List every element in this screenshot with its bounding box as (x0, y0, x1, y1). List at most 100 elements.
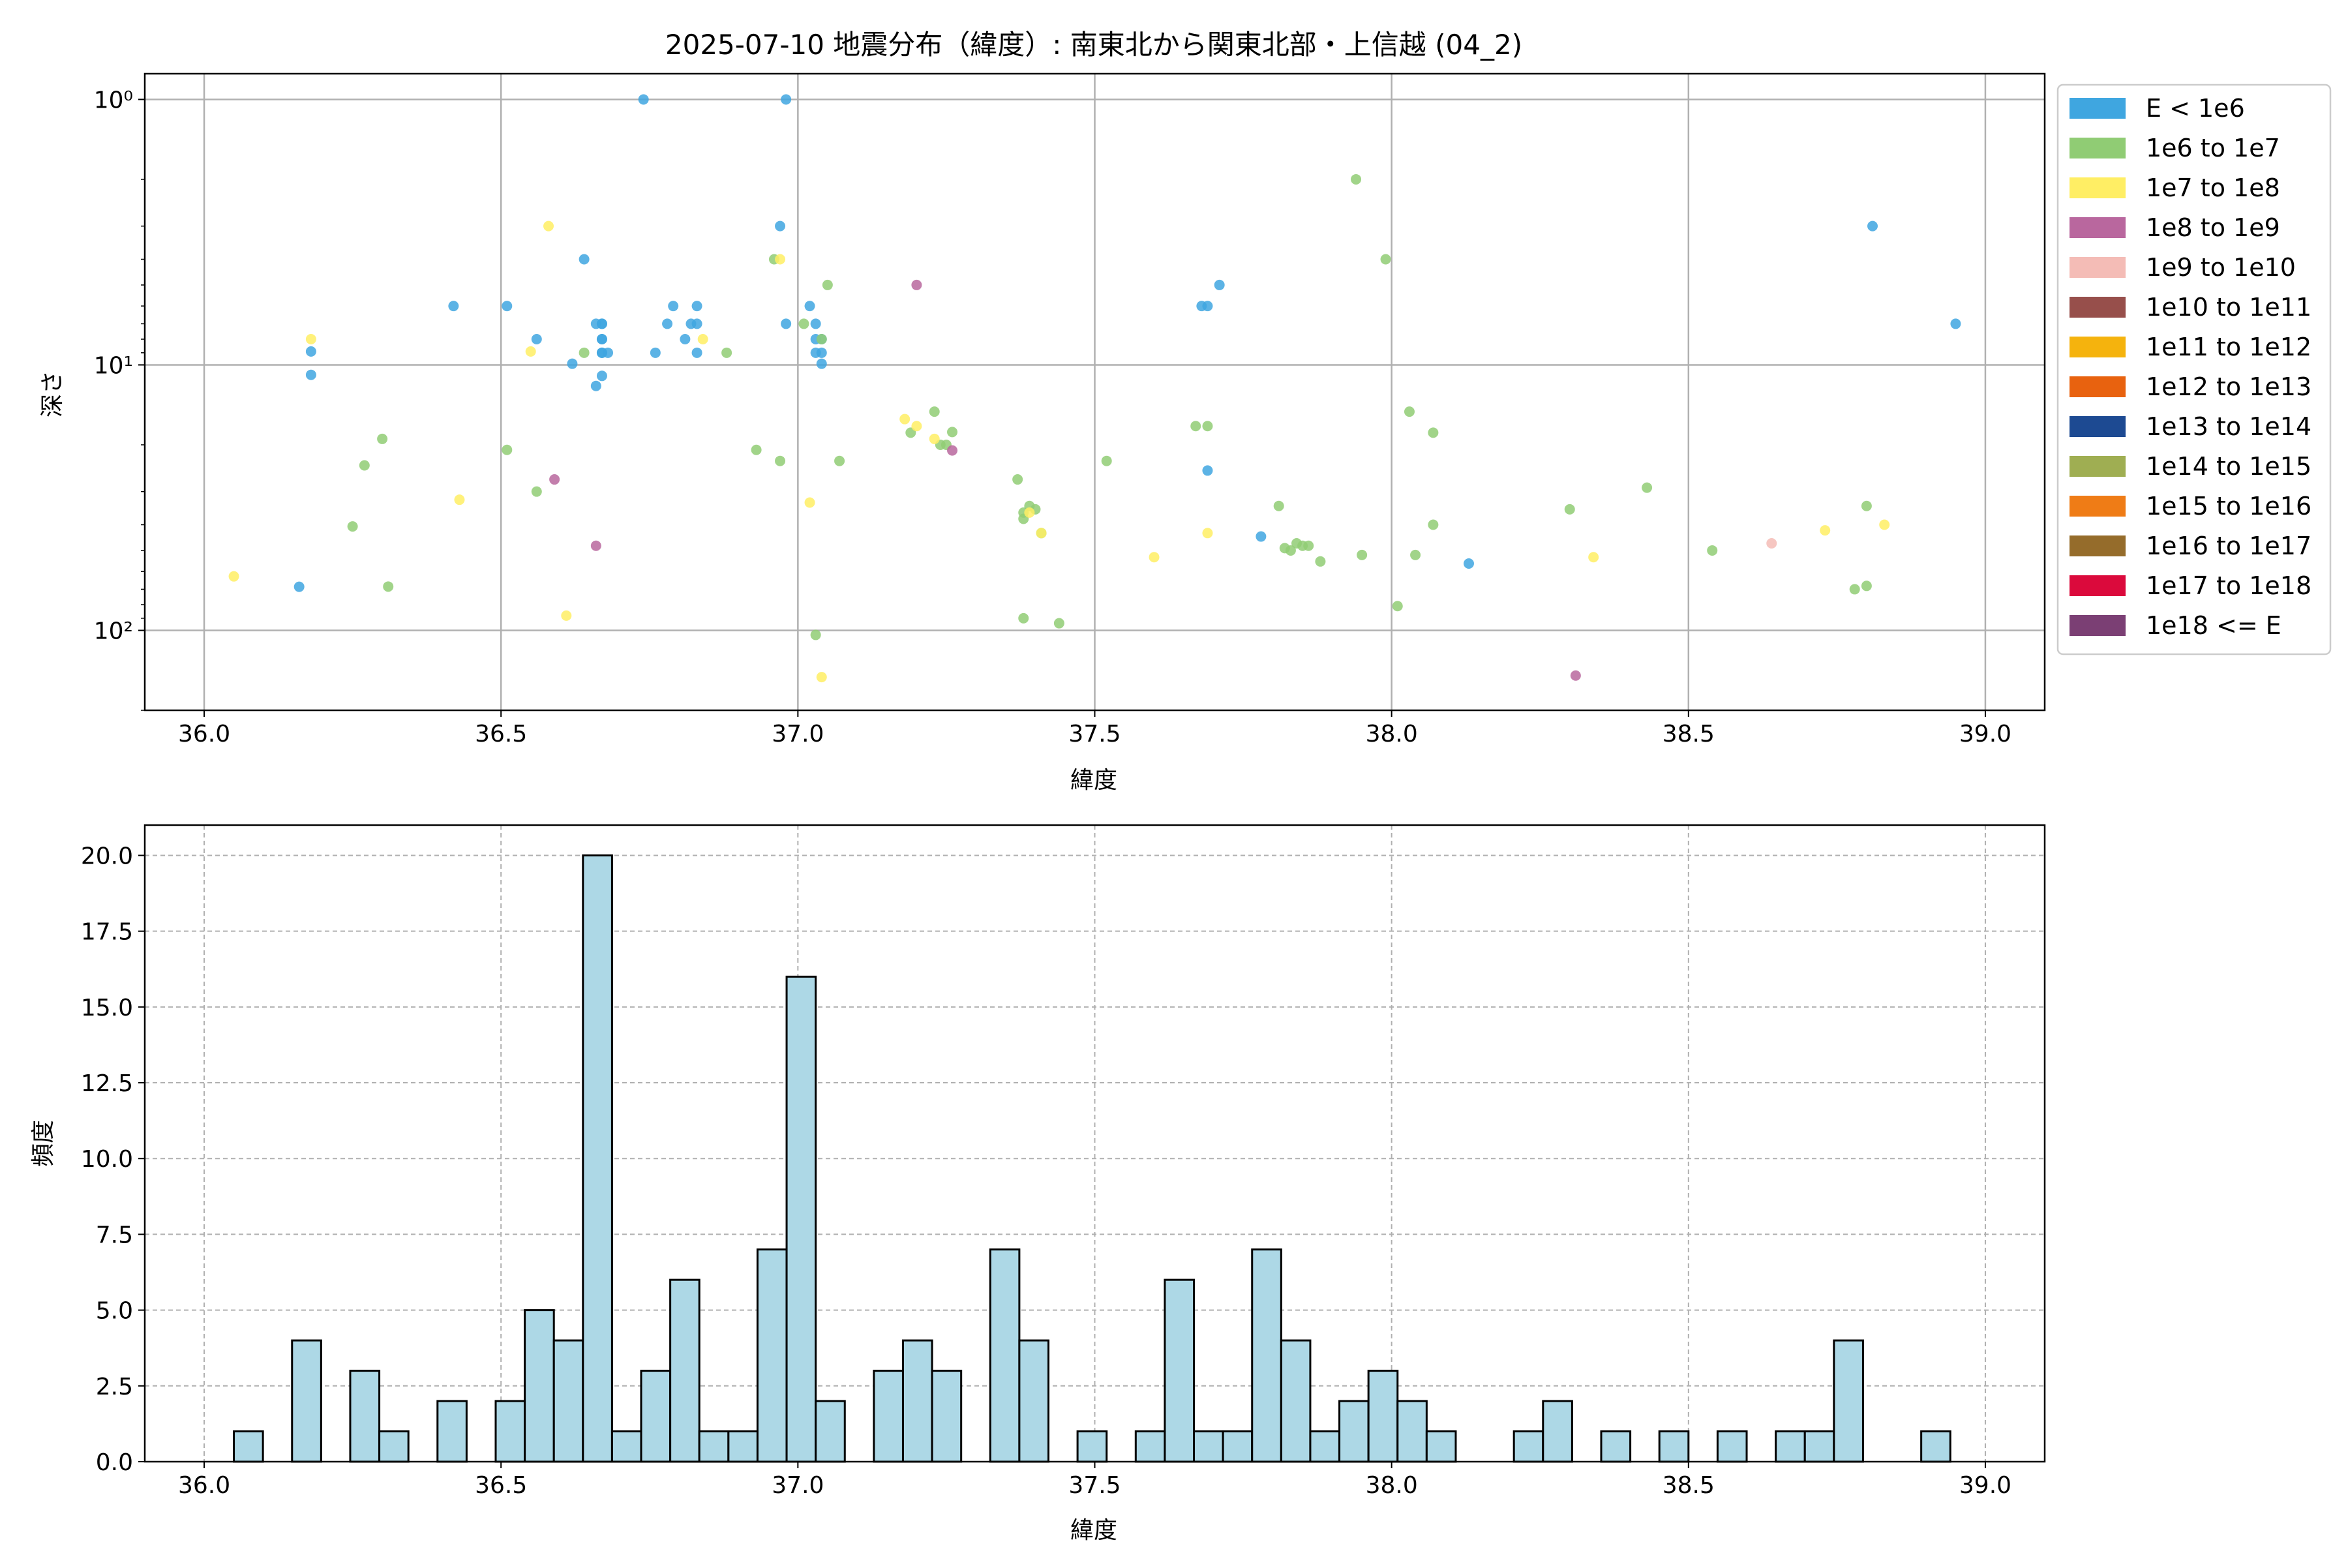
histogram-y-tick-label: 5.0 (96, 1298, 133, 1325)
histogram-bar (1600, 1430, 1632, 1463)
scatter-point (822, 279, 833, 290)
scatter-point (691, 347, 702, 358)
scatter-point (697, 334, 708, 345)
histogram-bar (989, 1248, 1021, 1463)
scatter-y-tick-label: 10¹ (94, 352, 133, 379)
scatter-point (721, 347, 732, 358)
scatter-point (680, 334, 691, 345)
histogram-bar (1803, 1430, 1835, 1463)
histogram-bar (1309, 1430, 1341, 1463)
scatter-point (1861, 500, 1872, 511)
legend-label: 1e9 to 1e10 (2146, 253, 2296, 282)
legend-label: 1e12 to 1e13 (2146, 372, 2311, 401)
scatter-point (816, 347, 827, 358)
histogram-bar (785, 975, 817, 1463)
scatter-point (1950, 318, 1961, 329)
scatter-point (1820, 525, 1831, 536)
scatter-point (775, 220, 786, 232)
scatter-point (305, 369, 316, 380)
scatter-panel: 2025-07-10 地震分布（緯度）: 南東北から関東北部・上信越 (04_2… (39, 29, 2332, 794)
legend-swatch (2070, 615, 2126, 636)
scatter-point (1024, 507, 1035, 518)
legend-swatch (2070, 98, 2126, 119)
histogram-bar (378, 1430, 410, 1463)
scatter-x-tick-label: 38.5 (1663, 721, 1715, 747)
scatter-point (1303, 540, 1314, 551)
scatter-point (691, 318, 702, 329)
scatter-point (377, 433, 388, 444)
histogram-bar (698, 1430, 730, 1463)
legend-swatch (2070, 575, 2126, 596)
scatter-point (662, 318, 673, 329)
histogram-x-ticks: 36.0 36.5 37.0 37.5 38.0 38.5 39.0 (178, 1462, 2011, 1499)
legend-label: 1e15 to 1e16 (2146, 492, 2311, 520)
histogram-bar (552, 1339, 584, 1463)
histogram-y-tick-label: 12.5 (81, 1070, 133, 1097)
legend-label: 1e14 to 1e15 (2146, 452, 2311, 481)
histogram-bar (901, 1339, 933, 1463)
legend: E < 1e6 1e6 to 1e7 1e7 to 1e8 1e8 to 1e9 1e9… (2056, 83, 2332, 656)
histogram-x-tick-label: 37.5 (1068, 1472, 1121, 1499)
legend-swatch (2070, 337, 2126, 357)
histogram-bar (1193, 1430, 1224, 1463)
histogram-x-tick-label: 39.0 (1959, 1472, 2011, 1499)
legend-frame (2056, 83, 2332, 656)
histogram-bar (1251, 1248, 1282, 1463)
scatter-x-tick-label: 37.5 (1068, 721, 1121, 747)
scatter-x-tick-label: 39.0 (1959, 721, 2011, 747)
scatter-point (804, 497, 815, 508)
scatter-point (650, 347, 661, 358)
scatter-point (1570, 670, 1581, 681)
scatter-point (1202, 465, 1213, 476)
scatter-point (1642, 482, 1653, 493)
histogram-panel: 36.0 36.5 37.0 37.5 38.0 38.5 39.0 0.0 2.5 5.0 7.… (30, 824, 2046, 1544)
scatter-point (1202, 301, 1213, 312)
legend-label: 1e13 to 1e14 (2146, 412, 2311, 441)
scatter-point (911, 279, 922, 290)
histogram-y-tick-label: 7.5 (96, 1222, 133, 1248)
histogram-x-tick-label: 38.5 (1663, 1472, 1715, 1499)
scatter-y-axis-label: 深さ (39, 370, 66, 417)
scatter-x-tick-label: 38.0 (1366, 721, 1418, 747)
scatter-x-axis-label: 緯度 (1070, 767, 1117, 794)
scatter-point (1202, 528, 1213, 539)
scatter-x-tick-label: 37.0 (772, 721, 824, 747)
legend-swatch (2070, 416, 2126, 437)
scatter-point (228, 571, 239, 582)
scatter-point (691, 301, 702, 312)
legend-swatch (2070, 138, 2126, 158)
histogram-bar (1716, 1430, 1748, 1463)
legend-label: 1e8 to 1e9 (2146, 213, 2280, 242)
legend-label: 1e6 to 1e7 (2146, 134, 2280, 162)
legend-label: 1e16 to 1e17 (2146, 532, 2311, 560)
scatter-point (561, 610, 572, 621)
scatter-point (1380, 254, 1391, 265)
histogram-bar (1134, 1430, 1166, 1463)
histogram-bar (1775, 1430, 1806, 1463)
scatter-point (549, 474, 560, 485)
scatter-point (947, 445, 958, 456)
scatter-point (567, 358, 578, 369)
histogram-bar (1164, 1278, 1196, 1463)
scatter-point (1012, 474, 1023, 485)
scatter-x-ticks: 36.0 36.5 37.0 37.5 38.0 38.5 39.0 (178, 710, 2011, 747)
scatter-y-ticks: 10⁰ 10¹ 10² (94, 87, 145, 711)
histogram-y-tick-label: 2.5 (96, 1374, 133, 1400)
histogram-bar (756, 1248, 788, 1463)
scatter-point (1285, 545, 1296, 556)
scatter-x-tick-label: 36.0 (178, 721, 230, 747)
histogram-y-ticks: 0.0 2.5 5.0 7.5 10.0 12.5 15.0 17.5 20.0 (81, 843, 145, 1476)
chart-title: 2025-07-10 地震分布（緯度）: 南東北から関東北部・上信越 (04_2… (665, 29, 1522, 61)
histogram-y-tick-label: 17.5 (81, 919, 133, 946)
legend-label: 1e7 to 1e8 (2146, 173, 2280, 202)
scatter-point (1202, 421, 1213, 432)
scatter-point (1392, 601, 1403, 612)
histogram-y-tick-label: 15.0 (81, 995, 133, 1021)
scatter-point (596, 318, 607, 329)
scatter-point (810, 318, 821, 329)
histogram-y-tick-label: 20.0 (81, 843, 133, 869)
scatter-point (929, 406, 940, 417)
scatter-point (579, 254, 590, 265)
